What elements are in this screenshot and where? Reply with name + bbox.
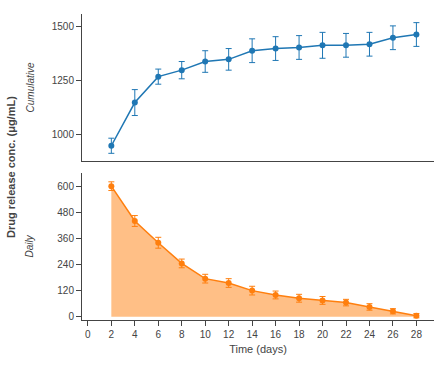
svg-text:6: 6 bbox=[155, 329, 161, 340]
svg-text:20: 20 bbox=[317, 329, 329, 340]
svg-text:4: 4 bbox=[132, 329, 138, 340]
svg-text:8: 8 bbox=[179, 329, 185, 340]
svg-text:10: 10 bbox=[200, 329, 212, 340]
svg-text:2: 2 bbox=[109, 329, 115, 340]
svg-text:Daily: Daily bbox=[24, 234, 35, 257]
svg-text:12: 12 bbox=[223, 329, 235, 340]
svg-text:360: 360 bbox=[57, 233, 74, 244]
svg-text:240: 240 bbox=[57, 259, 74, 270]
svg-text:18: 18 bbox=[294, 329, 306, 340]
svg-text:26: 26 bbox=[387, 329, 399, 340]
svg-text:600: 600 bbox=[57, 181, 74, 192]
svg-text:480: 480 bbox=[57, 207, 74, 218]
svg-text:1000: 1000 bbox=[52, 129, 75, 140]
svg-text:16: 16 bbox=[270, 329, 282, 340]
svg-text:1250: 1250 bbox=[52, 75, 75, 86]
svg-text:Cumulative: Cumulative bbox=[25, 62, 36, 112]
svg-text:14: 14 bbox=[247, 329, 259, 340]
svg-text:120: 120 bbox=[57, 285, 74, 296]
svg-text:0: 0 bbox=[68, 311, 74, 322]
svg-text:Drug release conc. (μg/mL): Drug release conc. (μg/mL) bbox=[5, 96, 17, 238]
svg-text:24: 24 bbox=[364, 329, 376, 340]
svg-text:22: 22 bbox=[340, 329, 352, 340]
svg-text:0: 0 bbox=[85, 329, 91, 340]
svg-text:1500: 1500 bbox=[52, 21, 75, 32]
svg-text:Time (days): Time (days) bbox=[229, 343, 287, 355]
svg-text:28: 28 bbox=[411, 329, 423, 340]
